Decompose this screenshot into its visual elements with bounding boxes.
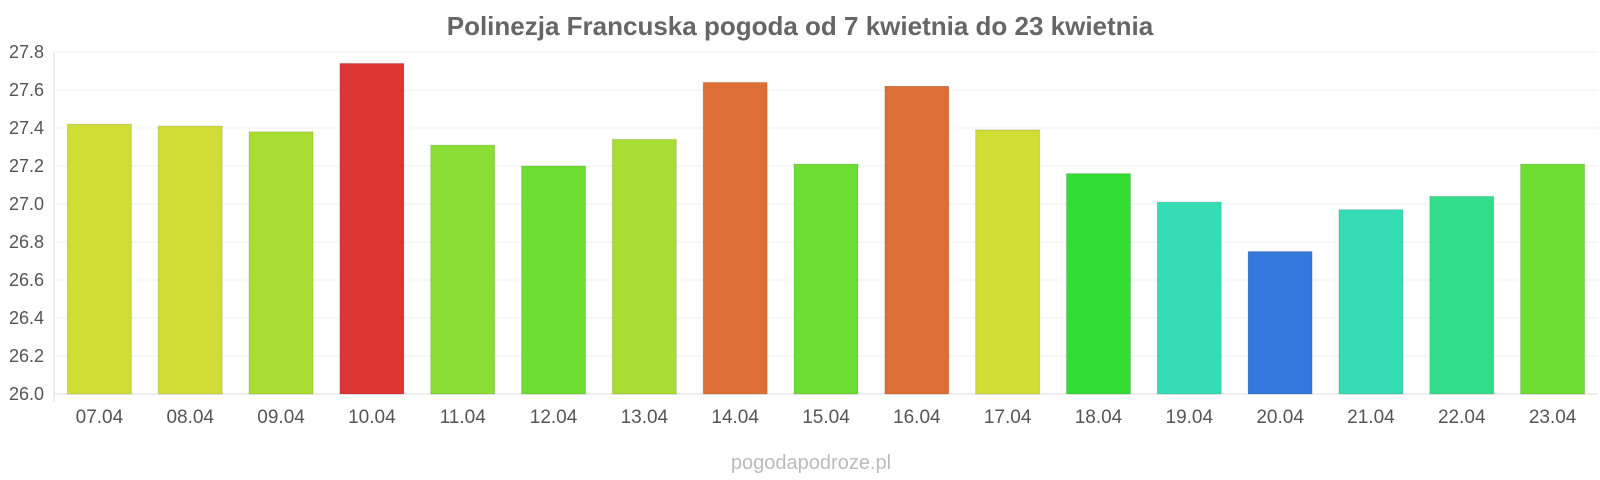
bar: 19.04: 27.01 xyxy=(1156,201,1222,395)
site-credit: pogodapodroze.pl xyxy=(731,452,891,474)
x-tick-label: 20.04 xyxy=(1256,407,1304,428)
bar: 22.04: 27.04 xyxy=(1429,195,1495,395)
bar: 11.04: 27.31 xyxy=(430,144,496,395)
x-tick-label: 07.04 xyxy=(76,407,124,428)
bar: 16.04: 27.62 xyxy=(884,85,950,395)
bar: 20.04: 26.75 xyxy=(1247,251,1313,395)
bar: 17.04: 27.39 xyxy=(975,129,1041,395)
x-tick-label: 13.04 xyxy=(621,407,669,428)
y-tick-label: 26.0 xyxy=(9,384,44,404)
bar: 12.04: 27.2 xyxy=(521,165,587,395)
x-tick-label: 17.04 xyxy=(984,407,1032,428)
x-tick-label: 08.04 xyxy=(166,407,214,428)
bar: 07.04: 27.42 xyxy=(66,123,132,395)
x-tick-label: 23.04 xyxy=(1529,407,1577,428)
x-tick-label: 21.04 xyxy=(1347,407,1395,428)
bar: 10.04: 27.74 xyxy=(339,62,405,395)
x-tick-label: 14.04 xyxy=(711,407,759,428)
x-tick-label: 22.04 xyxy=(1438,407,1486,428)
y-tick-label: 27.0 xyxy=(9,194,44,214)
x-tick-label: 19.04 xyxy=(1166,407,1214,428)
x-tick-label: 12.04 xyxy=(530,407,578,428)
chart-title: Polinezja Francuska pogoda od 7 kwietnia… xyxy=(447,11,1154,41)
x-tick-label: 18.04 xyxy=(1075,407,1123,428)
x-tick-label: 15.04 xyxy=(802,407,850,428)
bar: 08.04: 27.41 xyxy=(157,125,223,395)
y-tick-label: 26.2 xyxy=(9,346,44,366)
bar: 18.04: 27.16 xyxy=(1065,173,1131,395)
y-tick-label: 26.4 xyxy=(9,308,44,328)
y-tick-label: 26.6 xyxy=(9,270,44,290)
y-tick-label: 27.2 xyxy=(9,156,44,176)
x-tick-label: 10.04 xyxy=(348,407,396,428)
y-tick-label: 26.8 xyxy=(9,232,44,252)
bar: 09.04: 27.38 xyxy=(248,131,314,395)
x-axis-ticks: 07.04 08.04 09.04 10.04 11.04 12.04 13.04 14.04… xyxy=(76,407,1577,428)
bars: 07.04: 27.42 08.04: 27.41 09.04: 27.38 10.0… xyxy=(66,62,1586,395)
x-tick-label: 16.04 xyxy=(893,407,941,428)
x-tick-label: 11.04 xyxy=(440,407,487,428)
x-tick-label: 09.04 xyxy=(257,407,305,428)
y-tick-label: 27.8 xyxy=(9,42,44,62)
bar: 13.04: 27.34 xyxy=(611,138,677,395)
y-tick-label: 27.6 xyxy=(9,80,44,100)
bar: 15.04: 27.21 xyxy=(793,163,859,395)
y-axis-ticks: 26.0 26.2 26.4 26.6 26.8 27.0 27.2 27.4 27.6 27.8 xyxy=(9,42,44,404)
bar: 14.04: 27.64 xyxy=(702,81,768,395)
bar: 23.04: 27.21 xyxy=(1520,163,1586,395)
y-tick-label: 27.4 xyxy=(9,118,44,138)
bar: 21.04: 26.97 xyxy=(1338,209,1404,395)
